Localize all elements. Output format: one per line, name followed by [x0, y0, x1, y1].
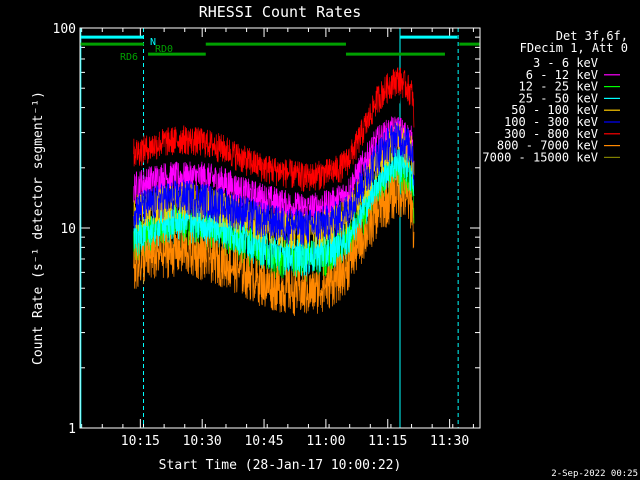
legend-label: 7000 - 15000 keV: [482, 150, 598, 164]
legend-label: 25 - 50 keV: [519, 91, 598, 105]
series-line: [133, 67, 415, 193]
x-tick-label: 10:15: [121, 434, 160, 449]
legend-label: 3 - 6 keV: [533, 56, 598, 70]
x-tick-label: 11:15: [368, 434, 407, 449]
series-line: [133, 144, 415, 277]
legend-label: 12 - 25 keV: [519, 80, 598, 94]
plot-frame: [79, 27, 481, 429]
legend-label: 100 - 300 keV: [504, 115, 598, 129]
chart-title: RHESSI Count Rates: [199, 3, 362, 21]
y-axis-label: Count Rate (s⁻¹ detector segment⁻¹): [31, 91, 46, 365]
y-tick-label: 10: [60, 222, 76, 237]
x-tick-label: 10:45: [244, 434, 283, 449]
legend-label: 800 - 7000 keV: [497, 139, 598, 153]
series-line: [133, 119, 415, 246]
timestamp: 2-Sep-2022 00:25: [551, 469, 638, 479]
series-line: [133, 171, 415, 316]
y-tick-label: 1: [68, 422, 76, 437]
x-axis-label: Start Time (28-Jan-17 10:00:22): [159, 458, 402, 473]
y-tick-label: 100: [53, 22, 76, 37]
legend-label: 300 - 800 keV: [504, 127, 598, 141]
state-bar-label: RD6: [120, 52, 138, 63]
x-tick-label: 11:00: [306, 434, 345, 449]
legend-label: 50 - 100 keV: [511, 103, 598, 117]
state-bar-label: N: [150, 37, 156, 48]
x-tick-label: 10:30: [183, 434, 222, 449]
legend-header-line-2: FDecim 1, Att 0: [520, 41, 628, 55]
legend-header-line-1: Det 3f,6f,: [556, 29, 628, 43]
state-bar-label: RD0: [155, 44, 173, 55]
x-tick-label: 11:30: [430, 434, 469, 449]
legend-label: 6 - 12 keV: [526, 68, 598, 82]
